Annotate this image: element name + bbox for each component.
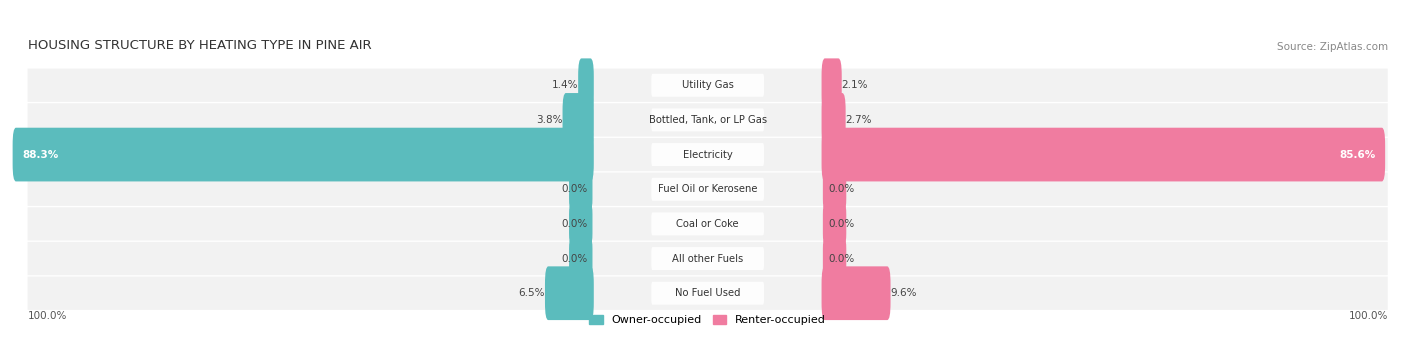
FancyBboxPatch shape	[569, 169, 592, 209]
FancyBboxPatch shape	[821, 93, 845, 147]
Text: 0.0%: 0.0%	[828, 184, 855, 194]
Text: 0.0%: 0.0%	[828, 219, 855, 229]
FancyBboxPatch shape	[651, 282, 763, 305]
Text: 9.6%: 9.6%	[890, 288, 917, 298]
FancyBboxPatch shape	[28, 173, 1388, 206]
FancyBboxPatch shape	[823, 204, 846, 244]
Text: 0.0%: 0.0%	[561, 184, 588, 194]
Text: No Fuel Used: No Fuel Used	[675, 288, 741, 298]
Text: 100.0%: 100.0%	[28, 311, 67, 321]
FancyBboxPatch shape	[569, 239, 592, 279]
FancyBboxPatch shape	[28, 207, 1388, 240]
Text: 85.6%: 85.6%	[1339, 150, 1375, 160]
Text: 0.0%: 0.0%	[561, 219, 588, 229]
Text: Electricity: Electricity	[683, 150, 733, 160]
FancyBboxPatch shape	[578, 58, 593, 112]
Legend: Owner-occupied, Renter-occupied: Owner-occupied, Renter-occupied	[589, 314, 825, 325]
FancyBboxPatch shape	[651, 108, 763, 131]
Text: HOUSING STRUCTURE BY HEATING TYPE IN PINE AIR: HOUSING STRUCTURE BY HEATING TYPE IN PIN…	[28, 39, 371, 52]
Text: 100.0%: 100.0%	[1348, 311, 1388, 321]
FancyBboxPatch shape	[546, 266, 593, 320]
FancyBboxPatch shape	[28, 103, 1388, 136]
FancyBboxPatch shape	[651, 178, 763, 201]
Text: All other Fuels: All other Fuels	[672, 254, 744, 264]
Text: Bottled, Tank, or LP Gas: Bottled, Tank, or LP Gas	[648, 115, 766, 125]
Text: Utility Gas: Utility Gas	[682, 80, 734, 90]
Text: Fuel Oil or Kerosene: Fuel Oil or Kerosene	[658, 184, 758, 194]
Text: 0.0%: 0.0%	[561, 254, 588, 264]
FancyBboxPatch shape	[823, 239, 846, 279]
FancyBboxPatch shape	[28, 277, 1388, 310]
FancyBboxPatch shape	[821, 128, 1385, 181]
Text: 2.7%: 2.7%	[845, 115, 872, 125]
Text: 1.4%: 1.4%	[551, 80, 578, 90]
Text: 0.0%: 0.0%	[828, 254, 855, 264]
FancyBboxPatch shape	[569, 204, 592, 244]
FancyBboxPatch shape	[651, 247, 763, 270]
FancyBboxPatch shape	[28, 69, 1388, 102]
Text: Source: ZipAtlas.com: Source: ZipAtlas.com	[1277, 42, 1388, 52]
FancyBboxPatch shape	[651, 212, 763, 235]
FancyBboxPatch shape	[28, 138, 1388, 171]
FancyBboxPatch shape	[821, 266, 890, 320]
FancyBboxPatch shape	[651, 74, 763, 97]
FancyBboxPatch shape	[823, 169, 846, 209]
FancyBboxPatch shape	[821, 58, 842, 112]
FancyBboxPatch shape	[28, 242, 1388, 275]
FancyBboxPatch shape	[651, 143, 763, 166]
FancyBboxPatch shape	[13, 128, 593, 181]
Text: Coal or Coke: Coal or Coke	[676, 219, 740, 229]
Text: 6.5%: 6.5%	[519, 288, 546, 298]
Text: 88.3%: 88.3%	[22, 150, 59, 160]
Text: 3.8%: 3.8%	[536, 115, 562, 125]
FancyBboxPatch shape	[562, 93, 593, 147]
Text: 2.1%: 2.1%	[842, 80, 869, 90]
